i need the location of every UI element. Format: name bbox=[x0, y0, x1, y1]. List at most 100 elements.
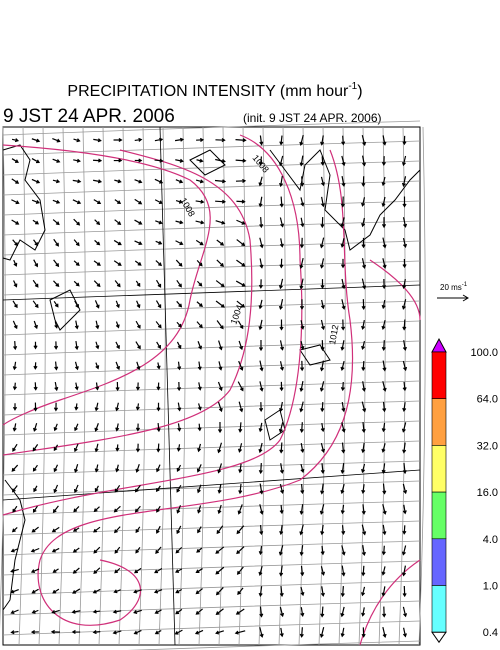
wind-arrow bbox=[361, 524, 367, 536]
wind-arrow bbox=[319, 360, 325, 372]
wind-arrow bbox=[174, 629, 183, 635]
wind-arrow bbox=[340, 483, 345, 495]
wind-arrow bbox=[73, 158, 81, 163]
wind-arrow bbox=[214, 179, 227, 184]
wind-arrow bbox=[381, 319, 386, 330]
colorbar-label: 64.0 bbox=[477, 394, 498, 406]
wind-arrow bbox=[72, 527, 80, 532]
wind-arrow bbox=[341, 299, 346, 310]
wind-arrow bbox=[217, 504, 222, 515]
wind-arrow bbox=[402, 217, 408, 228]
wind-arrow bbox=[215, 280, 225, 288]
wind-arrow bbox=[72, 199, 82, 205]
wind-arrow bbox=[401, 155, 407, 167]
colorbar-segment bbox=[431, 538, 447, 586]
wind-arrow bbox=[153, 589, 163, 594]
wind-arrow bbox=[236, 566, 244, 575]
wind-arrow bbox=[258, 545, 263, 556]
wind-arrow bbox=[73, 239, 80, 247]
wind-arrow bbox=[197, 505, 202, 514]
wind-arrow bbox=[402, 278, 407, 290]
colorbar-triangle bbox=[431, 337, 447, 353]
wind-arrow bbox=[320, 545, 325, 556]
wind-arrow bbox=[12, 403, 18, 411]
wind-arrow bbox=[235, 178, 247, 183]
wind-arrow bbox=[259, 627, 264, 638]
wind-arrow bbox=[52, 219, 60, 226]
wind-arrow bbox=[258, 176, 263, 187]
grid-line bbox=[218, 126, 226, 646]
wind-arrow bbox=[238, 340, 244, 351]
wind-arrow bbox=[402, 360, 408, 372]
colorbar-label: 100.0 bbox=[470, 347, 498, 359]
wind-arrow bbox=[299, 278, 304, 290]
wind-arrow bbox=[215, 300, 225, 308]
wind-arrow bbox=[12, 505, 18, 513]
wind-arrow bbox=[361, 484, 366, 494]
wind-arrow bbox=[320, 340, 325, 352]
wind-arrow bbox=[361, 197, 366, 207]
wind-arrow bbox=[299, 155, 304, 167]
wind-arrow bbox=[340, 217, 345, 228]
wind-arrow bbox=[93, 138, 102, 143]
wind-arrow bbox=[53, 341, 59, 350]
wind-arrow bbox=[299, 627, 304, 638]
wind-arrow bbox=[32, 464, 38, 472]
wind-arrow bbox=[217, 442, 223, 454]
wind-arrow bbox=[279, 442, 284, 454]
wind-arrow bbox=[93, 199, 102, 205]
wind-arrow bbox=[258, 319, 263, 331]
wind-arrow bbox=[114, 179, 122, 184]
wind-arrow bbox=[114, 546, 121, 554]
wind-arrow bbox=[135, 464, 140, 473]
wind-arrow bbox=[12, 239, 19, 247]
wind-arrow bbox=[361, 237, 366, 249]
wind-arrow bbox=[218, 340, 223, 351]
wind-arrow bbox=[155, 220, 163, 225]
wind-arrow bbox=[258, 340, 264, 352]
wind-arrow bbox=[402, 627, 407, 638]
wind-arrow bbox=[402, 238, 408, 248]
wind-arrow bbox=[340, 381, 345, 392]
wind-arrow bbox=[71, 609, 81, 614]
grid-line bbox=[127, 640, 421, 650]
wind-arrow bbox=[361, 155, 367, 167]
wind-arrow bbox=[319, 237, 325, 249]
wind-arrow bbox=[258, 156, 263, 166]
grid-line bbox=[2, 580, 421, 596]
wind-arrow bbox=[53, 238, 59, 247]
wind-arrow bbox=[236, 525, 245, 535]
wind-arrow bbox=[92, 609, 101, 614]
wind-arrow bbox=[134, 137, 143, 142]
wind-arrow bbox=[175, 608, 183, 615]
wind-arrow bbox=[382, 381, 387, 392]
wind-arrow bbox=[72, 588, 81, 594]
wind-arrow bbox=[114, 567, 121, 574]
wind-arrow bbox=[341, 278, 346, 290]
wind-arrow bbox=[176, 484, 182, 493]
wind-arrow bbox=[382, 524, 387, 536]
wind-arrow bbox=[94, 423, 99, 432]
wind-arrow bbox=[112, 630, 122, 635]
wind-arrow bbox=[196, 321, 203, 329]
grid-line bbox=[2, 480, 421, 496]
wind-arrow bbox=[33, 402, 38, 412]
wind-arrow bbox=[401, 565, 407, 577]
wind-arrow bbox=[155, 240, 163, 245]
wind-arrow bbox=[258, 586, 263, 597]
wind-arrow bbox=[361, 135, 367, 146]
wind-arrow bbox=[113, 239, 122, 246]
wind-arrow bbox=[279, 504, 284, 515]
wind-arrow bbox=[259, 258, 264, 269]
wind-arrow bbox=[95, 362, 100, 370]
wind-arrow bbox=[134, 567, 142, 574]
colorbar-segment bbox=[431, 445, 447, 493]
wind-arrow bbox=[32, 444, 39, 452]
isobar bbox=[2, 144, 211, 426]
wind-arrow bbox=[195, 199, 205, 204]
wind-arrow bbox=[71, 629, 81, 635]
wind-arrow bbox=[115, 444, 120, 452]
wind-arrow bbox=[10, 588, 19, 594]
